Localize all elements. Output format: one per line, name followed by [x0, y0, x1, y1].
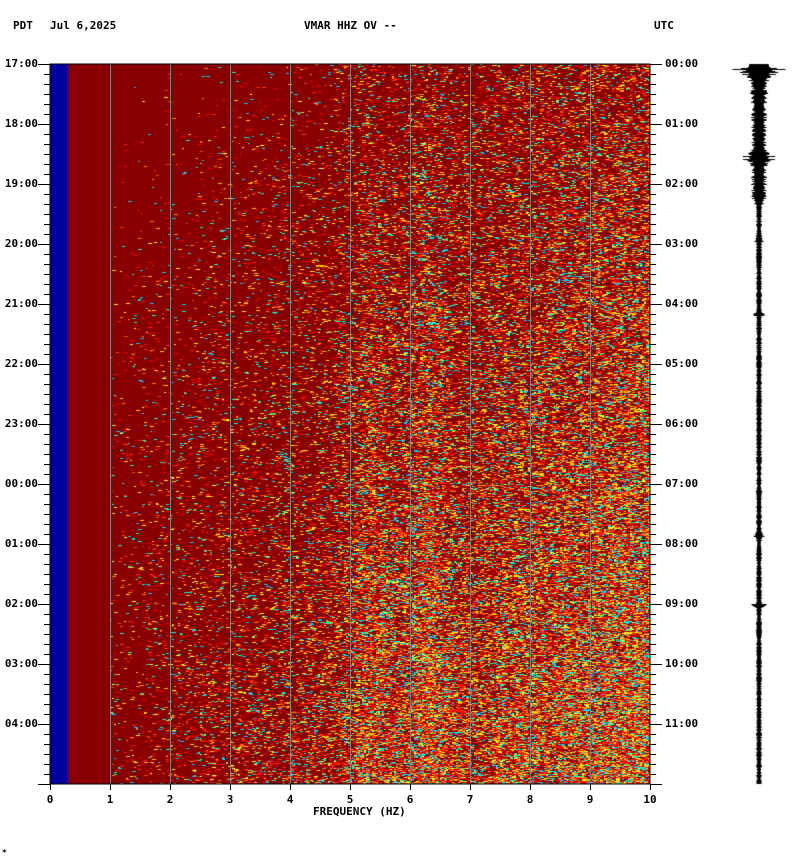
x-tick-label: 10 [643, 793, 657, 806]
x-tick-label: 5 [346, 793, 354, 806]
x-tick-label: 8 [526, 793, 534, 806]
y-right-tick-label: 02:00 [665, 177, 699, 190]
chart-title: VMAR HHZ OV -- [304, 19, 397, 32]
x-tick-label: 0 [46, 793, 54, 806]
header-right-tz: UTC [654, 19, 674, 32]
y-right-tick-label: 01:00 [665, 117, 699, 130]
y-right-tick-label: 09:00 [665, 597, 699, 610]
x-tick-label: 7 [466, 793, 474, 806]
y-left-tick-label: 04:00 [4, 717, 38, 730]
y-right-tick-label: 04:00 [665, 297, 699, 310]
y-right-tick-label: 05:00 [665, 357, 699, 370]
y-right-tick-label: 11:00 [665, 717, 699, 730]
seismogram-trace [715, 60, 802, 790]
y-left-tick-label: 22:00 [4, 357, 38, 370]
header-date: Jul 6,2025 [50, 19, 117, 32]
x-tick-label: 2 [166, 793, 174, 806]
y-left-tick-label: 23:00 [4, 417, 38, 430]
y-left-tick-label: 01:00 [4, 537, 38, 550]
y-right-tick-label: 08:00 [665, 537, 699, 550]
y-right-tick-label: 07:00 [665, 477, 699, 490]
x-tick-label: 1 [106, 793, 114, 806]
footer-mark: * [2, 848, 7, 857]
y-left-tick-label: 19:00 [4, 177, 38, 190]
y-left-tick-label: 21:00 [4, 297, 38, 310]
y-left-tick-label: 17:00 [4, 57, 38, 70]
y-left-tick-label: 20:00 [4, 237, 38, 250]
y-left-tick-label: 03:00 [4, 657, 38, 670]
y-left-tick-label: 18:00 [4, 117, 38, 130]
header-left-tz: PDT [13, 19, 33, 32]
y-right-tick-label: 03:00 [665, 237, 699, 250]
y-left-tick-label: 02:00 [4, 597, 38, 610]
x-axis-label: FREQUENCY (HZ) [313, 805, 406, 818]
x-tick-label: 3 [226, 793, 234, 806]
y-right-tick-label: 00:00 [665, 57, 699, 70]
x-tick-label: 9 [586, 793, 594, 806]
x-tick-label: 6 [406, 793, 414, 806]
y-right-tick-label: 06:00 [665, 417, 699, 430]
y-left-tick-label: 00:00 [4, 477, 38, 490]
y-right-tick-label: 10:00 [665, 657, 699, 670]
x-tick-label: 4 [286, 793, 294, 806]
